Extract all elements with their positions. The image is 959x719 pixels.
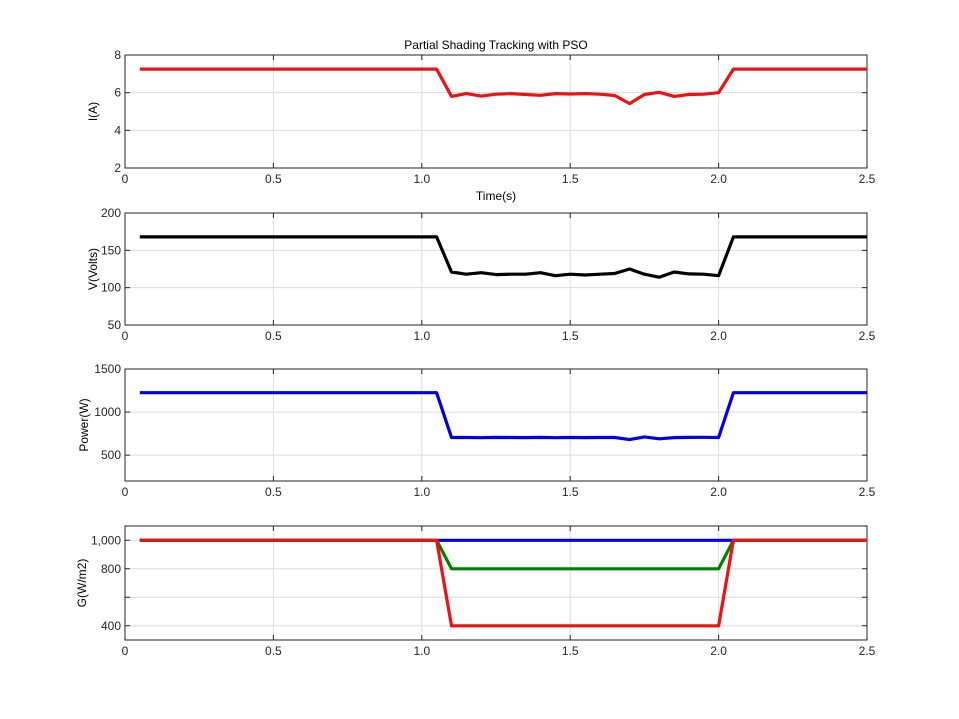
irradiance-xtick-label-4: 2.0 <box>710 644 727 658</box>
voltage-series-line-0 <box>139 235 867 279</box>
current-title: Partial Shading Tracking with PSO <box>404 38 587 52</box>
current-xtick-label-5: 2.5 <box>859 172 876 186</box>
power-series-line-0 <box>139 391 867 442</box>
power-xtick-label-1: 0.5 <box>265 485 282 499</box>
power-axes-box <box>124 368 868 482</box>
power-ytick-label-1: 1000 <box>94 405 121 419</box>
power-axes-border <box>124 368 868 482</box>
current-ytick-label-2: 6 <box>114 86 121 100</box>
voltage-axes-border <box>124 212 868 326</box>
irradiance-xtick-label-3: 1.5 <box>562 644 579 658</box>
power-subplot: 0 0.5 1.0 1.5 2.0 2.5 500 1000 1500 Power(W) <box>77 362 876 499</box>
current-xlabel: Time(s) <box>476 189 516 203</box>
voltage-ytick-label-2: 150 <box>101 243 121 257</box>
irradiance-xtick-label-5: 2.5 <box>859 644 876 658</box>
current-axes-border <box>124 54 868 169</box>
power-xtick-label-0: 0 <box>122 485 129 499</box>
current-xtick-label-3: 1.5 <box>562 172 579 186</box>
irradiance-xtick-label-1: 0.5 <box>265 644 282 658</box>
voltage-axes-box <box>124 212 868 326</box>
power-xtick-label-3: 1.5 <box>562 485 579 499</box>
power-xtick-label-4: 2.0 <box>710 485 727 499</box>
voltage-ytick-label-3: 200 <box>101 206 121 220</box>
current-ytick-label-1: 4 <box>114 123 121 137</box>
current-subplot: 0 0.5 1.0 1.5 2.0 2.5 2 4 6 8 I(A) Time(s) Partial S… <box>86 38 876 203</box>
voltage-xtick-label-0: 0 <box>122 329 129 343</box>
current-ylabel: I(A) <box>86 102 100 121</box>
current-xtick-label-1: 0.5 <box>265 172 282 186</box>
irradiance-ytick-label-3: 1,000 <box>91 533 121 547</box>
irradiance-xtick-label-2: 1.0 <box>413 644 430 658</box>
current-series-line-0 <box>139 67 867 106</box>
power-ytick-label-2: 1500 <box>94 362 121 376</box>
irradiance-xtick-label-0: 0 <box>122 644 129 658</box>
current-xtick-label-2: 1.0 <box>413 172 430 186</box>
voltage-xtick-label-3: 1.5 <box>562 329 579 343</box>
power-xtick-label-5: 2.5 <box>859 485 876 499</box>
power-xtick-label-2: 1.0 <box>413 485 430 499</box>
irradiance-ytick-label-2: 800 <box>101 562 121 576</box>
voltage-xtick-label-1: 0.5 <box>265 329 282 343</box>
current-ytick-label-0: 2 <box>114 161 121 175</box>
current-xtick-label-0: 0 <box>122 172 129 186</box>
voltage-xtick-label-2: 1.0 <box>413 329 430 343</box>
voltage-ytick-label-0: 50 <box>108 318 122 332</box>
irradiance-axes-border <box>124 525 868 641</box>
voltage-xtick-label-4: 2.0 <box>710 329 727 343</box>
voltage-ylabel: V(Volts) <box>86 248 100 290</box>
irradiance-ytick-label-0: 400 <box>101 619 121 633</box>
voltage-ytick-label-1: 100 <box>101 281 121 295</box>
current-ytick-label-3: 8 <box>114 48 121 62</box>
current-xtick-label-4: 2.0 <box>710 172 727 186</box>
irradiance-axes-box <box>124 525 868 641</box>
irradiance-series-line-2 <box>139 538 867 628</box>
power-ytick-label-0: 500 <box>101 448 121 462</box>
voltage-xtick-label-5: 2.5 <box>859 329 876 343</box>
power-ylabel: Power(W) <box>77 398 91 451</box>
irradiance-ylabel: G(W/m2) <box>75 559 89 608</box>
current-axes-box <box>124 54 868 169</box>
voltage-subplot: 0 0.5 1.0 1.5 2.0 2.5 50 100 150 200 V(Volts) <box>86 206 876 343</box>
